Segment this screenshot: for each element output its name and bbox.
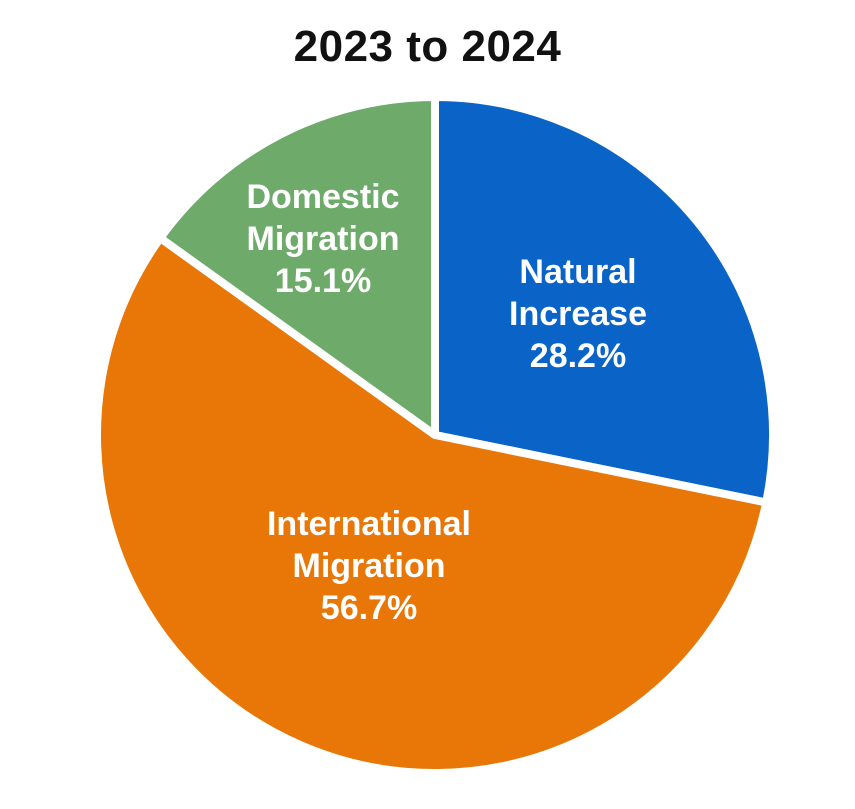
pie-slice-natural-increase xyxy=(431,93,777,507)
pie-slice-international-migration xyxy=(93,234,771,777)
pie-slices xyxy=(93,93,777,777)
slice-name-line: International xyxy=(267,505,471,543)
slice-value-label: 15.1% xyxy=(275,262,371,300)
slice-name-line: Migration xyxy=(247,220,400,258)
slice-label-international-migration: International Migration 56.7% xyxy=(267,505,471,627)
pie-labels: Natural Increase 28.2% International Migrati… xyxy=(246,178,647,627)
slice-name-line: Domestic xyxy=(246,178,399,216)
chart-title: 2023 to 2024 xyxy=(293,22,562,71)
pie-slice-domestic-migration xyxy=(156,93,439,439)
slice-value-label: 28.2% xyxy=(530,337,626,375)
slice-name-line: Migration xyxy=(293,547,446,585)
slice-name-line: Increase xyxy=(509,295,647,333)
slice-value-label: 56.7% xyxy=(321,589,417,627)
slice-label-natural-increase: Natural Increase 28.2% xyxy=(509,253,647,375)
slice-name-line: Natural xyxy=(519,253,636,291)
slice-label-domestic-migration: Domestic Migration 15.1% xyxy=(246,178,399,300)
